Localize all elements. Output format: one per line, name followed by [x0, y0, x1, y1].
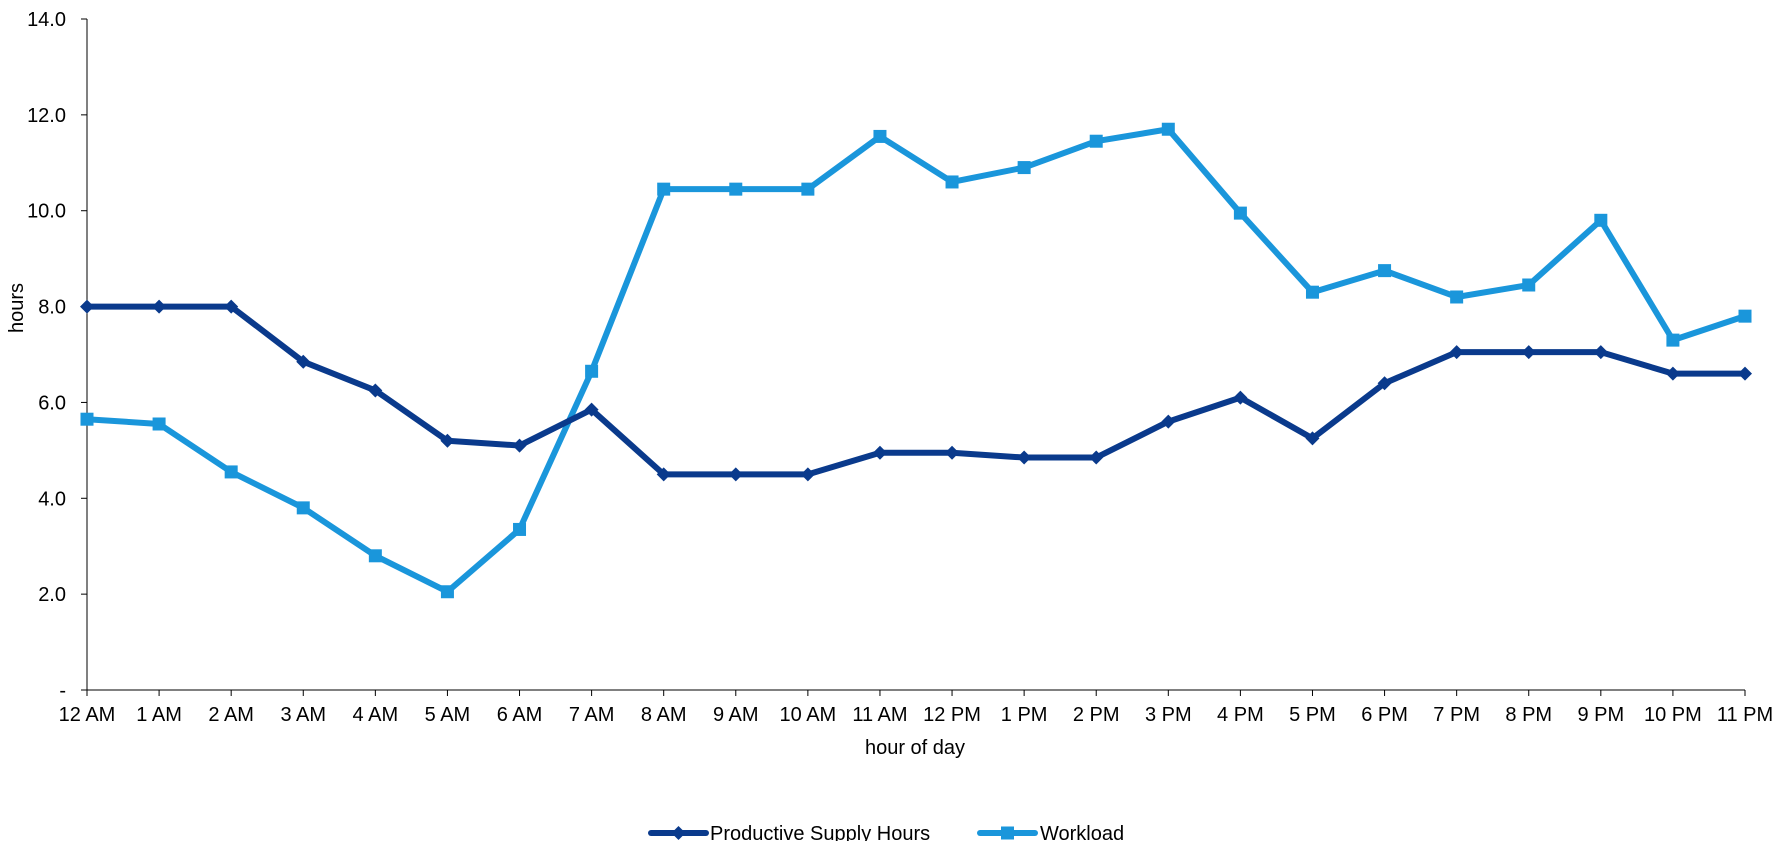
data-point	[296, 501, 310, 515]
x-tick-label: 7 PM	[1433, 704, 1480, 726]
x-tick-label: 12 PM	[923, 704, 981, 726]
series-line	[84, 303, 1748, 478]
series-layer	[80, 122, 1752, 599]
data-point	[368, 383, 383, 398]
axes	[86, 19, 1745, 691]
x-tick-label: 4 PM	[1217, 704, 1264, 726]
x-tick-label: 1 AM	[136, 704, 182, 726]
legend-label: Productive Supply Hours	[710, 823, 930, 841]
data-point	[1233, 206, 1247, 220]
data-point	[1305, 285, 1319, 299]
data-point	[1233, 390, 1248, 405]
data-point	[440, 585, 454, 599]
legend-item: Productive Supply Hours	[648, 823, 930, 841]
x-tick-label: 2 AM	[208, 704, 254, 726]
data-point	[152, 417, 166, 431]
data-point	[1089, 134, 1103, 148]
y-axis-title: hours	[6, 283, 28, 333]
y-tick-label: 12.0	[27, 105, 66, 127]
x-tick-label: 6 PM	[1361, 704, 1408, 726]
data-point	[152, 299, 167, 314]
data-point	[1017, 450, 1032, 465]
data-point	[1449, 345, 1464, 360]
data-point	[1089, 450, 1104, 465]
legend-item: Workload	[977, 823, 1124, 841]
data-point	[657, 182, 671, 196]
y-tick-label: 8.0	[38, 297, 66, 319]
x-tick-label: 5 PM	[1289, 704, 1336, 726]
data-point	[1594, 213, 1608, 227]
y-axis-ticks: - 2.0 4.0 6.0 8.0 10.0 12.0 14.0	[27, 9, 87, 702]
data-point	[656, 467, 671, 482]
x-tick-label: 11 AM	[852, 704, 907, 726]
series-workload	[80, 122, 1752, 599]
data-point	[80, 412, 94, 426]
x-tick-label: 10 PM	[1644, 704, 1702, 726]
x-tick-label: 12 AM	[59, 704, 116, 726]
data-point	[224, 299, 239, 314]
y-tick-label: 2.0	[38, 584, 66, 606]
x-tick-label: 5 AM	[425, 704, 471, 726]
x-tick-label: 9 PM	[1577, 704, 1624, 726]
data-point	[801, 182, 815, 196]
x-axis-title: hour of day	[865, 737, 965, 759]
y-tick-label: 10.0	[27, 201, 66, 223]
x-tick-label: 8 PM	[1505, 704, 1552, 726]
data-point	[1450, 290, 1464, 304]
data-point	[872, 445, 887, 460]
legend-marker	[671, 826, 686, 840]
y-tick-label: 4.0	[38, 488, 66, 510]
data-point	[296, 354, 311, 369]
x-tick-label: 10 AM	[780, 704, 837, 726]
x-tick-label: 6 AM	[497, 704, 543, 726]
x-tick-label: 7 AM	[569, 704, 615, 726]
x-tick-label: 8 AM	[641, 704, 687, 726]
x-tick-label: 3 AM	[280, 704, 326, 726]
data-point	[1017, 161, 1031, 175]
data-point	[945, 175, 959, 189]
data-point	[1521, 345, 1536, 360]
x-tick-label: 1 PM	[1001, 704, 1048, 726]
data-point	[80, 299, 94, 314]
x-tick-label: 2 PM	[1073, 704, 1120, 726]
legend-label: Workload	[1040, 823, 1124, 841]
series-productive-supply-hours	[80, 299, 1752, 482]
data-point	[512, 438, 527, 453]
x-axis-ticks: 12 AM 1 AM 2 AM 3 AM 4 AM 5 AM 6 AM 7 AM 8 AM 9 A…	[59, 690, 1773, 726]
data-point	[584, 402, 599, 417]
data-point	[1738, 366, 1752, 381]
data-point	[1378, 264, 1392, 278]
legend-marker	[1001, 826, 1014, 840]
data-point	[800, 467, 815, 482]
data-point	[729, 182, 743, 196]
x-tick-label: 11 PM	[1717, 704, 1773, 726]
data-point	[224, 465, 238, 479]
x-tick-label: 9 AM	[713, 704, 759, 726]
x-tick-label: 4 AM	[353, 704, 399, 726]
data-point	[440, 433, 455, 448]
data-point	[1666, 333, 1680, 347]
data-point	[1161, 414, 1176, 429]
data-point	[513, 522, 527, 536]
x-tick-label: 3 PM	[1145, 704, 1192, 726]
data-point	[368, 549, 382, 563]
data-point	[1522, 278, 1536, 292]
legend: Productive Supply Hours Workload	[648, 823, 1124, 841]
data-point	[873, 129, 887, 143]
data-point	[945, 445, 960, 460]
y-tick-label: 6.0	[38, 392, 66, 414]
data-point	[1738, 309, 1752, 323]
series-line	[84, 126, 1748, 595]
data-point	[1305, 431, 1320, 446]
data-point	[728, 467, 743, 482]
data-point	[1161, 122, 1175, 136]
data-point	[1377, 376, 1392, 391]
data-point	[1593, 345, 1608, 360]
data-point	[1665, 366, 1680, 381]
y-tick-label: 14.0	[27, 9, 66, 31]
data-point	[585, 364, 599, 378]
y-tick-label: -	[59, 680, 66, 702]
